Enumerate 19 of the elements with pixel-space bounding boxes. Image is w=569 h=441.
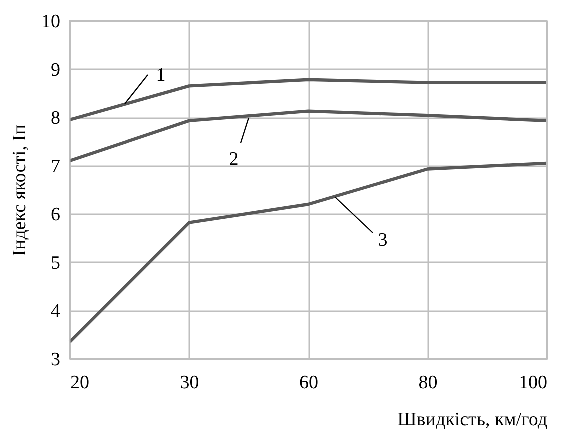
line-series [68, 110, 549, 163]
y-tick-label: 4 [51, 301, 61, 322]
series-label: 2 [229, 149, 239, 170]
y-tick-label: 5 [51, 252, 60, 274]
y-tick-label: 3 [51, 350, 60, 370]
y-axis-title: Індекс якості, Іп [10, 124, 30, 256]
y-tick-label: 8 [51, 108, 60, 130]
series-label: 1 [156, 65, 166, 86]
y-tick-label: 6 [51, 204, 60, 226]
text: 3 [378, 230, 388, 251]
x-axis-title: Швидкість, км/год [398, 410, 548, 430]
x-tick-label: 100 [519, 372, 548, 394]
y-tick-label: 7 [51, 156, 60, 178]
y-tick-label: 9 [51, 60, 60, 81]
x-tick-label: 80 [418, 372, 438, 394]
y-tick-label: 10 [42, 12, 60, 32]
x-tick-label: 30 [180, 372, 200, 394]
x-tick-label: 20 [70, 372, 90, 394]
x-tick-label: 60 [300, 372, 318, 394]
